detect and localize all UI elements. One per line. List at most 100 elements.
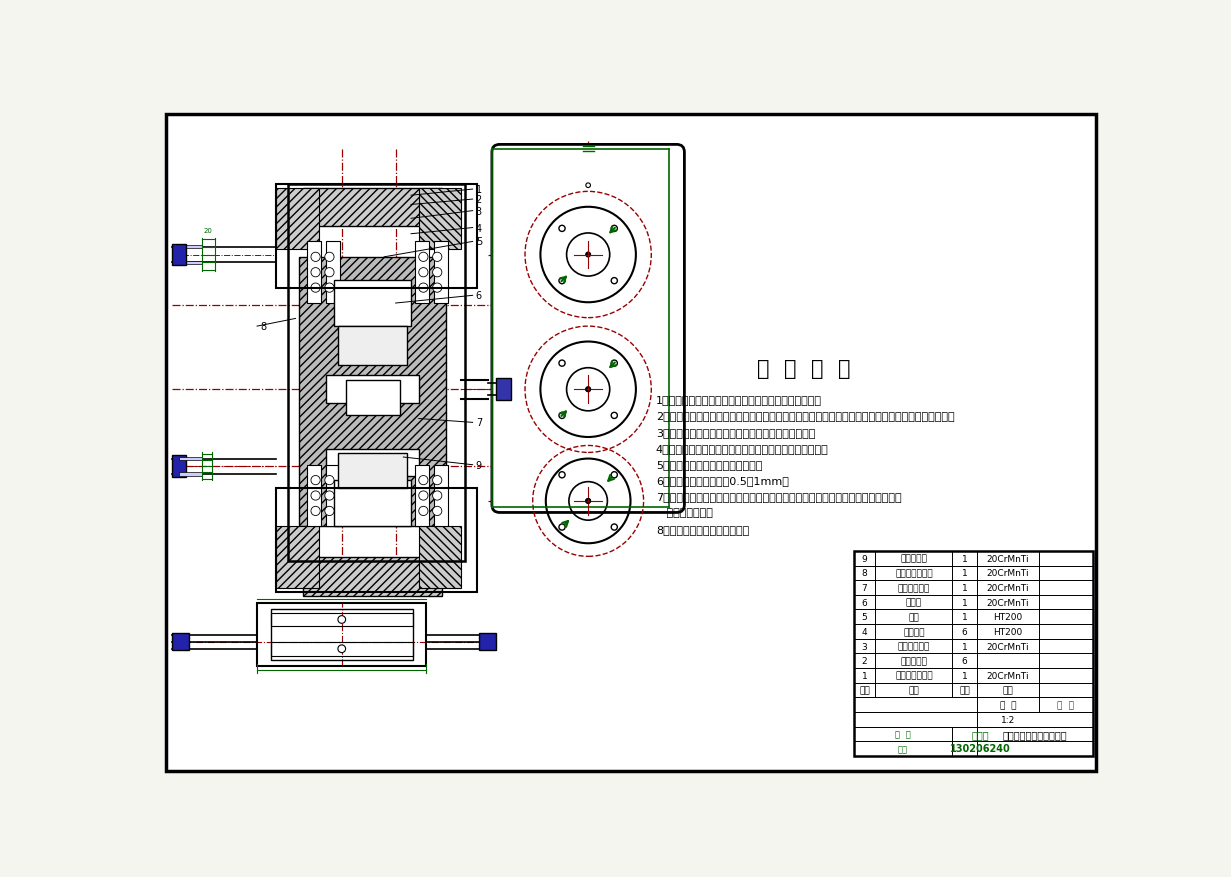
Bar bbox=[276, 488, 476, 592]
Circle shape bbox=[432, 283, 442, 293]
Text: HT200: HT200 bbox=[993, 613, 1023, 622]
Bar bbox=[854, 697, 1092, 712]
Bar bbox=[435, 465, 448, 527]
Text: 2: 2 bbox=[475, 195, 483, 205]
Text: 1: 1 bbox=[961, 598, 968, 607]
Text: 电动机输入齿轮: 电动机输入齿轮 bbox=[895, 569, 933, 578]
Text: 5: 5 bbox=[862, 613, 868, 622]
Text: 箱体: 箱体 bbox=[908, 613, 920, 622]
Bar bbox=[326, 376, 419, 403]
Text: 输出轴齿轮: 输出轴齿轮 bbox=[900, 554, 927, 563]
Circle shape bbox=[419, 476, 428, 485]
Text: 3、装配前、后轴承盖、端盖时垫片两面要涂密封胶；: 3、装配前、后轴承盖、端盖时垫片两面要涂密封胶； bbox=[656, 427, 815, 437]
Circle shape bbox=[612, 360, 618, 367]
Text: 发动机输入轴: 发动机输入轴 bbox=[897, 642, 929, 651]
Bar bbox=[854, 610, 1092, 624]
Circle shape bbox=[432, 491, 442, 501]
Bar bbox=[854, 727, 1092, 741]
Text: 1:2: 1:2 bbox=[1001, 715, 1014, 724]
Text: 1: 1 bbox=[475, 185, 481, 195]
Text: 2、装配油封时，必须垂直压入，注意装配方向，并在油封刃口处涂少许润滑脂，以防损坏油封刃口；: 2、装配油封时，必须垂直压入，注意装配方向，并在油封刃口处涂少许润滑脂，以防损坏… bbox=[656, 411, 954, 421]
Bar bbox=[276, 189, 319, 250]
Text: 1: 1 bbox=[961, 642, 968, 651]
Circle shape bbox=[325, 283, 334, 293]
Bar bbox=[307, 465, 321, 527]
Bar bbox=[303, 558, 442, 596]
Circle shape bbox=[612, 472, 618, 478]
Text: 20CrMnTi: 20CrMnTi bbox=[986, 569, 1029, 578]
Bar bbox=[496, 379, 511, 401]
Bar bbox=[854, 741, 1092, 756]
Text: 1: 1 bbox=[862, 671, 868, 680]
Bar bbox=[172, 245, 186, 266]
Text: 并联混合动力汽车分动箱: 并联混合动力汽车分动箱 bbox=[1002, 729, 1067, 739]
Text: 8: 8 bbox=[260, 322, 266, 332]
Circle shape bbox=[586, 253, 591, 258]
Bar bbox=[299, 258, 446, 527]
Circle shape bbox=[559, 472, 565, 478]
Text: 20CrMnTi: 20CrMnTi bbox=[986, 598, 1029, 607]
Text: 1: 1 bbox=[961, 583, 968, 592]
Text: 1: 1 bbox=[961, 671, 968, 680]
Text: 6: 6 bbox=[475, 291, 481, 301]
Text: 6、滚动轴承调整游隙为0.5～1mm；: 6、滚动轴承调整游隙为0.5～1mm； bbox=[656, 475, 789, 486]
Bar bbox=[435, 242, 448, 303]
Bar bbox=[326, 465, 340, 527]
Circle shape bbox=[311, 507, 320, 516]
Circle shape bbox=[612, 226, 618, 232]
Text: 20CrMnTi: 20CrMnTi bbox=[986, 642, 1029, 651]
Circle shape bbox=[337, 616, 346, 624]
FancyBboxPatch shape bbox=[492, 146, 684, 513]
Circle shape bbox=[419, 283, 428, 293]
Bar bbox=[271, 610, 412, 660]
Text: 7、分动箱装配后，在专用实验台上进行有负荷和无负荷模拟实验，无料动、无异响: 7、分动箱装配后，在专用实验台上进行有负荷和无负荷模拟实验，无料动、无异响 bbox=[656, 492, 901, 502]
Bar bbox=[326, 449, 419, 477]
Bar bbox=[178, 458, 202, 460]
Circle shape bbox=[325, 268, 334, 277]
Bar bbox=[854, 639, 1092, 653]
Text: 比  例: 比 例 bbox=[1000, 700, 1016, 709]
Circle shape bbox=[419, 491, 428, 501]
Text: 8、分动箱外表面涂油漆防锈。: 8、分动箱外表面涂油漆防锈。 bbox=[656, 524, 750, 534]
Circle shape bbox=[432, 268, 442, 277]
Bar bbox=[854, 595, 1092, 610]
Circle shape bbox=[325, 507, 334, 516]
Bar bbox=[288, 184, 465, 561]
Text: 20: 20 bbox=[203, 228, 212, 233]
Text: 4: 4 bbox=[862, 627, 868, 636]
Circle shape bbox=[419, 507, 428, 516]
Bar bbox=[303, 189, 442, 227]
Text: 和密封良好等；: 和密封良好等； bbox=[656, 508, 713, 518]
Text: 材料: 材料 bbox=[1002, 686, 1013, 695]
Text: 重  量: 重 量 bbox=[1057, 700, 1075, 709]
Text: 1、分动箱装配时，应严格按照工艺的要求，顺序组装；: 1、分动箱装配时，应严格按照工艺的要求，顺序组装； bbox=[656, 395, 822, 405]
Text: 130206240: 130206240 bbox=[949, 744, 1011, 753]
Text: 20CrMnTi: 20CrMnTi bbox=[986, 671, 1029, 680]
Circle shape bbox=[612, 278, 618, 284]
Bar bbox=[307, 242, 321, 303]
Text: 9: 9 bbox=[475, 460, 481, 470]
Text: 5、装配轴承时，要涂少许齿轮油；: 5、装配轴承时，要涂少许齿轮油； bbox=[656, 460, 762, 469]
Text: 管朋飞: 管朋飞 bbox=[971, 729, 988, 739]
Text: 2: 2 bbox=[862, 657, 868, 666]
Circle shape bbox=[419, 268, 428, 277]
Circle shape bbox=[311, 283, 320, 293]
Bar bbox=[337, 327, 407, 365]
Circle shape bbox=[586, 388, 591, 392]
Bar bbox=[271, 613, 412, 627]
Circle shape bbox=[325, 491, 334, 501]
Circle shape bbox=[586, 499, 591, 503]
Text: 学号: 学号 bbox=[899, 744, 908, 753]
Text: 技  术  要  求: 技 术 要 求 bbox=[757, 359, 851, 379]
Text: 8: 8 bbox=[862, 569, 868, 578]
Text: 4: 4 bbox=[475, 224, 481, 233]
Text: 20CrMnTi: 20CrMnTi bbox=[986, 554, 1029, 563]
Text: 7: 7 bbox=[475, 418, 483, 428]
Circle shape bbox=[325, 253, 334, 262]
Circle shape bbox=[337, 645, 346, 652]
Bar bbox=[854, 581, 1092, 595]
Circle shape bbox=[311, 476, 320, 485]
Bar bbox=[257, 603, 426, 667]
Circle shape bbox=[311, 253, 320, 262]
Bar bbox=[276, 184, 476, 289]
